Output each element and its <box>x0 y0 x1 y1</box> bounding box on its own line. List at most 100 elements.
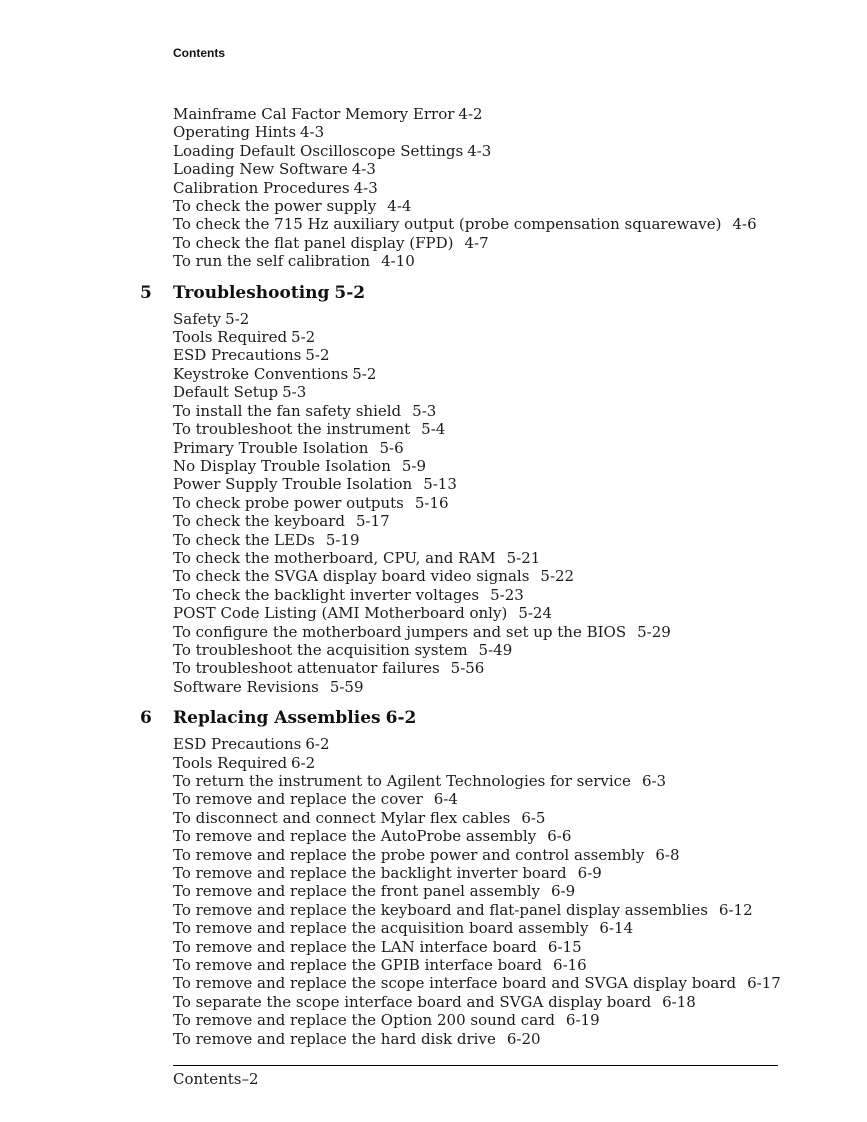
toc-item-page-number: 4-6 <box>732 215 757 234</box>
toc-item: To disconnect and connect Mylar flex cab… <box>173 809 813 827</box>
toc-item: To check the LEDs 5-19 <box>173 531 813 549</box>
toc-item-label: To disconnect and connect Mylar flex cab… <box>173 808 511 827</box>
toc-item-page-number: 5-9 <box>401 456 427 475</box>
toc-item-page-number: 5-49 <box>478 640 513 659</box>
toc-item-label: Default Setup <box>173 383 279 402</box>
toc-item-page-number: 6-19 <box>565 1011 600 1030</box>
toc-item: Operating Hints 4-3 <box>173 123 813 141</box>
toc-item: To check the motherboard, CPU, and RAM 5-… <box>173 549 813 567</box>
toc-item: Mainframe Cal Factor Memory Error 4-2 <box>173 105 813 123</box>
toc-item-label: To check the flat panel display (FPD) <box>173 233 454 252</box>
toc-item: To remove and replace the keyboard and f… <box>173 901 813 919</box>
toc-item-label: To remove and replace the backlight inve… <box>173 864 567 883</box>
toc-item: To remove and replace the acquisition bo… <box>173 919 813 937</box>
toc-item-page-number: 5-6 <box>379 438 404 457</box>
toc-item-label: Tools Required <box>173 753 288 772</box>
toc-item-label: To check the backlight inverter voltages <box>173 585 480 604</box>
toc-item-label: Power Supply Trouble Isolation <box>173 475 413 494</box>
toc-item: Default Setup 5-3 <box>173 383 813 401</box>
toc-item: To check the keyboard 5-17 <box>173 512 813 530</box>
toc-item-page-number: 4-3 <box>351 160 376 179</box>
section-heading: 5 Troubleshooting 5-2 <box>140 282 813 304</box>
toc-item: To remove and replace the backlight inve… <box>173 864 813 882</box>
toc-item-label: To remove and replace the keyboard and f… <box>173 900 708 919</box>
toc-item: ESD Precautions 6-2 <box>173 735 813 753</box>
toc-item-label: Keystroke Conventions <box>173 364 349 383</box>
toc-item-label: No Display Trouble Isolation <box>173 456 391 475</box>
toc-item: No Display Trouble Isolation 5-9 <box>173 457 813 475</box>
toc-item: To separate the scope interface board an… <box>173 993 813 1011</box>
toc-item-label: Safety <box>173 309 222 328</box>
toc-item-label: ESD Precautions <box>173 735 302 754</box>
toc-item: To remove and replace the Option 200 sou… <box>173 1011 813 1029</box>
toc-item-page-number: 5-23 <box>490 585 524 604</box>
toc-item-label: To check the motherboard, CPU, and RAM <box>173 548 496 567</box>
toc-item-label: Loading Default Oscilloscope Settings <box>173 141 464 160</box>
toc-item: To check probe power outputs 5-16 <box>173 494 813 512</box>
toc-item: To troubleshoot the acquisition system 5-… <box>173 641 813 659</box>
toc-item-page-number: 6-15 <box>547 937 582 956</box>
toc-item-page-number: 5-24 <box>518 604 553 623</box>
toc-item: To remove and replace the cover 6-4 <box>173 790 813 808</box>
toc-item: To check the power supply 4-4 <box>173 197 813 215</box>
toc-item-page-number: 5-16 <box>414 493 449 512</box>
toc-item: To remove and replace the probe power an… <box>173 846 813 864</box>
toc-item-page-number: 6-3 <box>641 772 667 790</box>
footer-rule <box>173 1065 778 1066</box>
toc-item: To run the self calibration 4-10 <box>173 252 813 270</box>
toc-item-label: Primary Trouble Isolation <box>173 438 369 457</box>
toc-item-label: To remove and replace the cover <box>173 790 423 809</box>
toc-item-label: Tools Required <box>173 328 288 347</box>
toc-section-list: Mainframe Cal Factor Memory Error 4-2 Oper… <box>173 105 813 271</box>
toc-item-label: To check probe power outputs <box>173 493 404 512</box>
toc-item-label: To troubleshoot attenuator failures <box>173 659 440 678</box>
toc-item: To configure the motherboard jumpers and… <box>173 623 813 641</box>
toc-item-page-number: 4-3 <box>467 141 492 160</box>
toc-item: To remove and replace the AutoProbe asse… <box>173 827 813 845</box>
toc-item-page-number: 5-17 <box>355 512 390 531</box>
toc-item: To troubleshoot attenuator failures 5-56 <box>173 659 813 677</box>
toc-item-page-number: 6-9 <box>550 882 576 901</box>
toc-item-page-number: 4-7 <box>464 233 489 252</box>
toc-item: To install the fan safety shield 5-3 <box>173 402 813 420</box>
toc-item: POST Code Listing (AMI Motherboard only)… <box>173 604 813 622</box>
toc-item: ESD Precautions 5-2 <box>173 346 813 364</box>
toc-item: To check the backlight inverter voltages… <box>173 586 813 604</box>
toc-item-page-number: 5-21 <box>506 548 541 567</box>
section-page-number: 5-2 <box>334 282 366 303</box>
toc-item-label: Calibration Procedures <box>173 178 350 197</box>
section-page-number: 6-2 <box>385 708 417 729</box>
toc-item-page-number: 6-5 <box>521 808 546 827</box>
toc-item-label: To remove and replace the probe power an… <box>173 845 645 864</box>
toc-item-label: To return the instrument to Agilent Tech… <box>173 772 631 790</box>
toc-item-page-number: 5-2 <box>352 364 377 383</box>
toc-item-page-number: 5-19 <box>325 530 360 549</box>
section-number: 5 <box>140 282 152 303</box>
toc-item-page-number: 6-16 <box>553 956 587 975</box>
toc-item-page-number: 6-6 <box>547 827 572 846</box>
page-footer: Contents–2 <box>173 1065 778 1088</box>
toc-item-page-number: 6-12 <box>718 900 753 919</box>
toc-item: To remove and replace the front panel as… <box>173 882 813 900</box>
toc-item-page-number: 5-59 <box>329 677 364 696</box>
toc-item: Loading New Software 4-3 <box>173 160 813 178</box>
toc-item: Power Supply Trouble Isolation 5-13 <box>173 475 813 493</box>
toc-item-page-number: 4-2 <box>458 105 483 123</box>
toc-item: Calibration Procedures 4-3 <box>173 179 813 197</box>
page-number-label: Contents–2 <box>173 1070 259 1088</box>
toc-item-page-number: 6-2 <box>305 735 330 754</box>
toc-item: To return the instrument to Agilent Tech… <box>173 772 813 790</box>
toc-item-label: To check the 715 Hz auxiliary output (pr… <box>173 215 722 234</box>
toc-item-page-number: 5-56 <box>450 659 485 678</box>
toc-item-label: To remove and replace the GPIB interface… <box>173 956 543 975</box>
toc-item-page-number: 4-3 <box>353 178 378 197</box>
toc-item-label: To run the self calibration <box>173 252 371 271</box>
toc-item-page-number: 5-2 <box>291 328 316 347</box>
toc-item-label: To configure the motherboard jumpers and… <box>173 622 627 641</box>
toc-item-page-number: 5-3 <box>282 383 307 402</box>
toc-item-page-number: 5-4 <box>421 420 446 439</box>
toc-section-list: ESD Precautions 6-2 Tools Required 6-2 To re… <box>173 735 813 1048</box>
toc-item-label: To install the fan safety shield <box>173 401 402 420</box>
toc-item-label: POST Code Listing (AMI Motherboard only) <box>173 604 508 623</box>
